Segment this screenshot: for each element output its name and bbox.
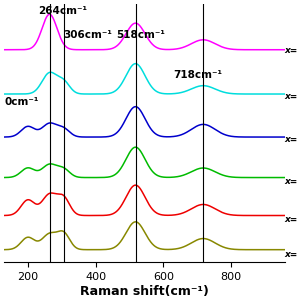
Text: 518cm⁻¹: 518cm⁻¹ bbox=[116, 30, 165, 40]
Text: 0cm⁻¹: 0cm⁻¹ bbox=[4, 97, 39, 107]
Text: x=: x= bbox=[284, 135, 298, 144]
Text: x=: x= bbox=[284, 92, 298, 101]
X-axis label: Raman shift(cm⁻¹): Raman shift(cm⁻¹) bbox=[80, 285, 209, 298]
Text: x=: x= bbox=[284, 47, 298, 56]
Text: 718cm⁻¹: 718cm⁻¹ bbox=[173, 70, 223, 80]
Text: x=: x= bbox=[284, 250, 298, 259]
Text: x=: x= bbox=[284, 177, 298, 186]
Text: x=: x= bbox=[284, 215, 298, 224]
Text: 306cm⁻¹: 306cm⁻¹ bbox=[64, 30, 113, 40]
Text: 264cm⁻¹: 264cm⁻¹ bbox=[38, 6, 87, 16]
